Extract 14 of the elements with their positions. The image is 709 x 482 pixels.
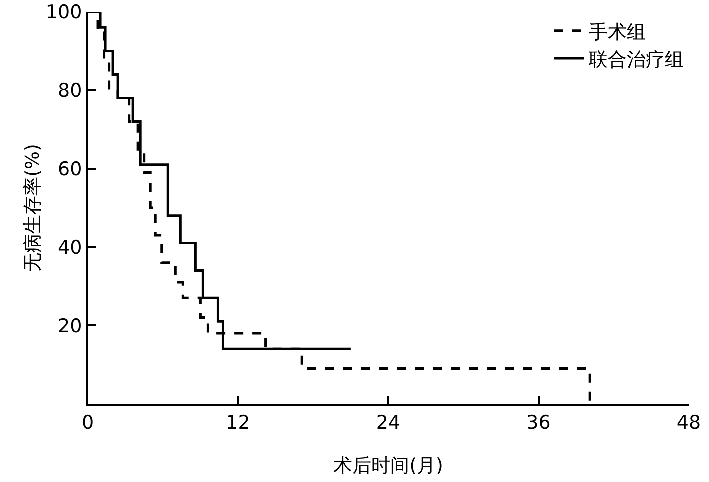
x-tick-label: 48 <box>676 412 702 434</box>
x-tick-label: 0 <box>82 412 94 434</box>
y-tick-label: 40 <box>58 236 82 259</box>
x-tick-label: 24 <box>376 412 401 434</box>
y-tick-label: 80 <box>58 80 82 102</box>
legend-label: 联合治疗组 <box>589 48 684 71</box>
y-tick-label: 100 <box>46 2 82 24</box>
x-tick-label: 12 <box>226 412 250 434</box>
y-tick-label: 60 <box>58 158 82 180</box>
x-axis-title: 术后时间(月) <box>334 455 444 477</box>
y-tick-label: 20 <box>58 315 82 338</box>
y-axis-title: 无病生存率(%) <box>22 144 44 272</box>
legend-label: 手术组 <box>589 21 646 44</box>
x-tick-label: 36 <box>526 412 551 434</box>
